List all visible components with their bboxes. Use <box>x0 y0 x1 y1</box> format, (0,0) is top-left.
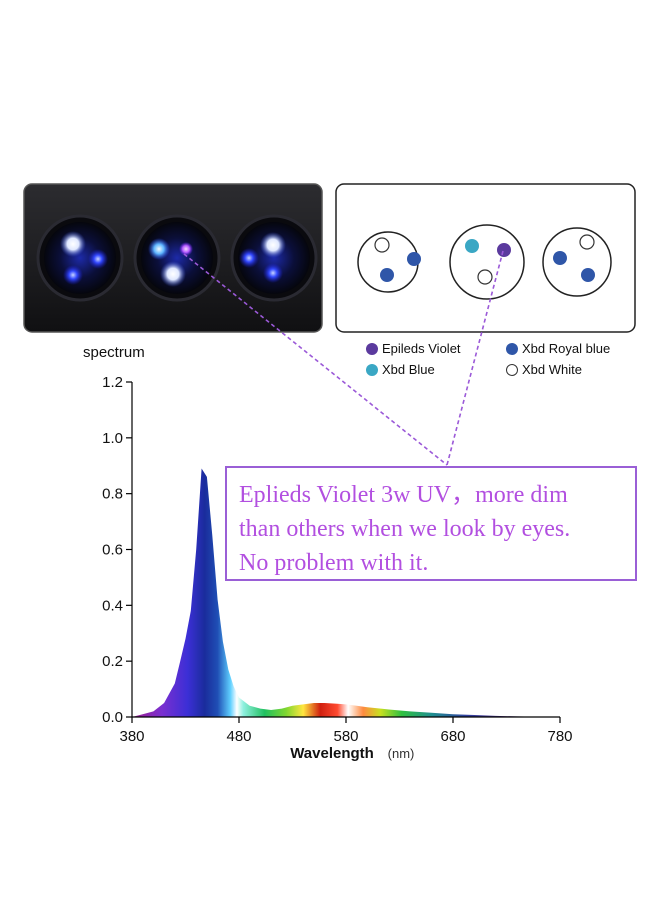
diagram-puck-3 <box>542 227 612 297</box>
x-tick-label: 480 <box>226 728 251 745</box>
led-royal-blue <box>88 249 108 269</box>
violet-led-callout: Eplieds Violet 3w UV，more dim than other… <box>225 466 637 581</box>
puck-1 <box>36 214 124 302</box>
legend-dot <box>506 342 518 355</box>
y-tick-label: 0.6 <box>102 542 123 559</box>
legend-dot <box>506 363 518 376</box>
led-white-marker <box>374 237 390 253</box>
legend-item-white: Xbd White <box>506 362 582 377</box>
x-axis-label: Wavelength <box>290 745 374 762</box>
x-tick-label: 780 <box>547 728 572 745</box>
chart-title: spectrum <box>83 344 145 361</box>
y-tick-label: 1.0 <box>102 430 123 447</box>
y-tick-label: 0.2 <box>102 653 123 670</box>
spectrum-area <box>132 468 560 717</box>
y-tick-label: 0.4 <box>102 597 123 614</box>
led-white-marker <box>579 234 595 250</box>
led-blue <box>148 238 170 260</box>
x-axis-unit: (nm) <box>388 746 415 761</box>
led-white <box>60 231 86 257</box>
legend-item-royal-blue: Xbd Royal blue <box>506 341 610 356</box>
led-violet <box>179 242 193 256</box>
y-tick-label: 0.8 <box>102 486 123 503</box>
led-royal-blue-marker <box>581 268 595 282</box>
led-royal-blue <box>63 265 83 285</box>
y-tick-label: 0.0 <box>102 709 123 726</box>
puck-2 <box>133 214 221 302</box>
led-white <box>160 261 186 287</box>
y-tick-label: 1.2 <box>102 374 123 391</box>
legend-label: Xbd White <box>522 362 582 377</box>
x-tick-label: 580 <box>333 728 358 745</box>
led-royal-blue-marker <box>553 251 567 265</box>
led-fixture-photo <box>23 183 323 333</box>
legend-label: Xbd Royal blue <box>522 341 611 356</box>
x-tick-label: 680 <box>440 728 465 745</box>
led-white <box>260 232 286 258</box>
led-blue-marker <box>465 239 479 253</box>
callout-text: Eplieds Violet 3w UV，more dim than other… <box>239 482 571 576</box>
x-tick-label: 380 <box>119 728 144 745</box>
